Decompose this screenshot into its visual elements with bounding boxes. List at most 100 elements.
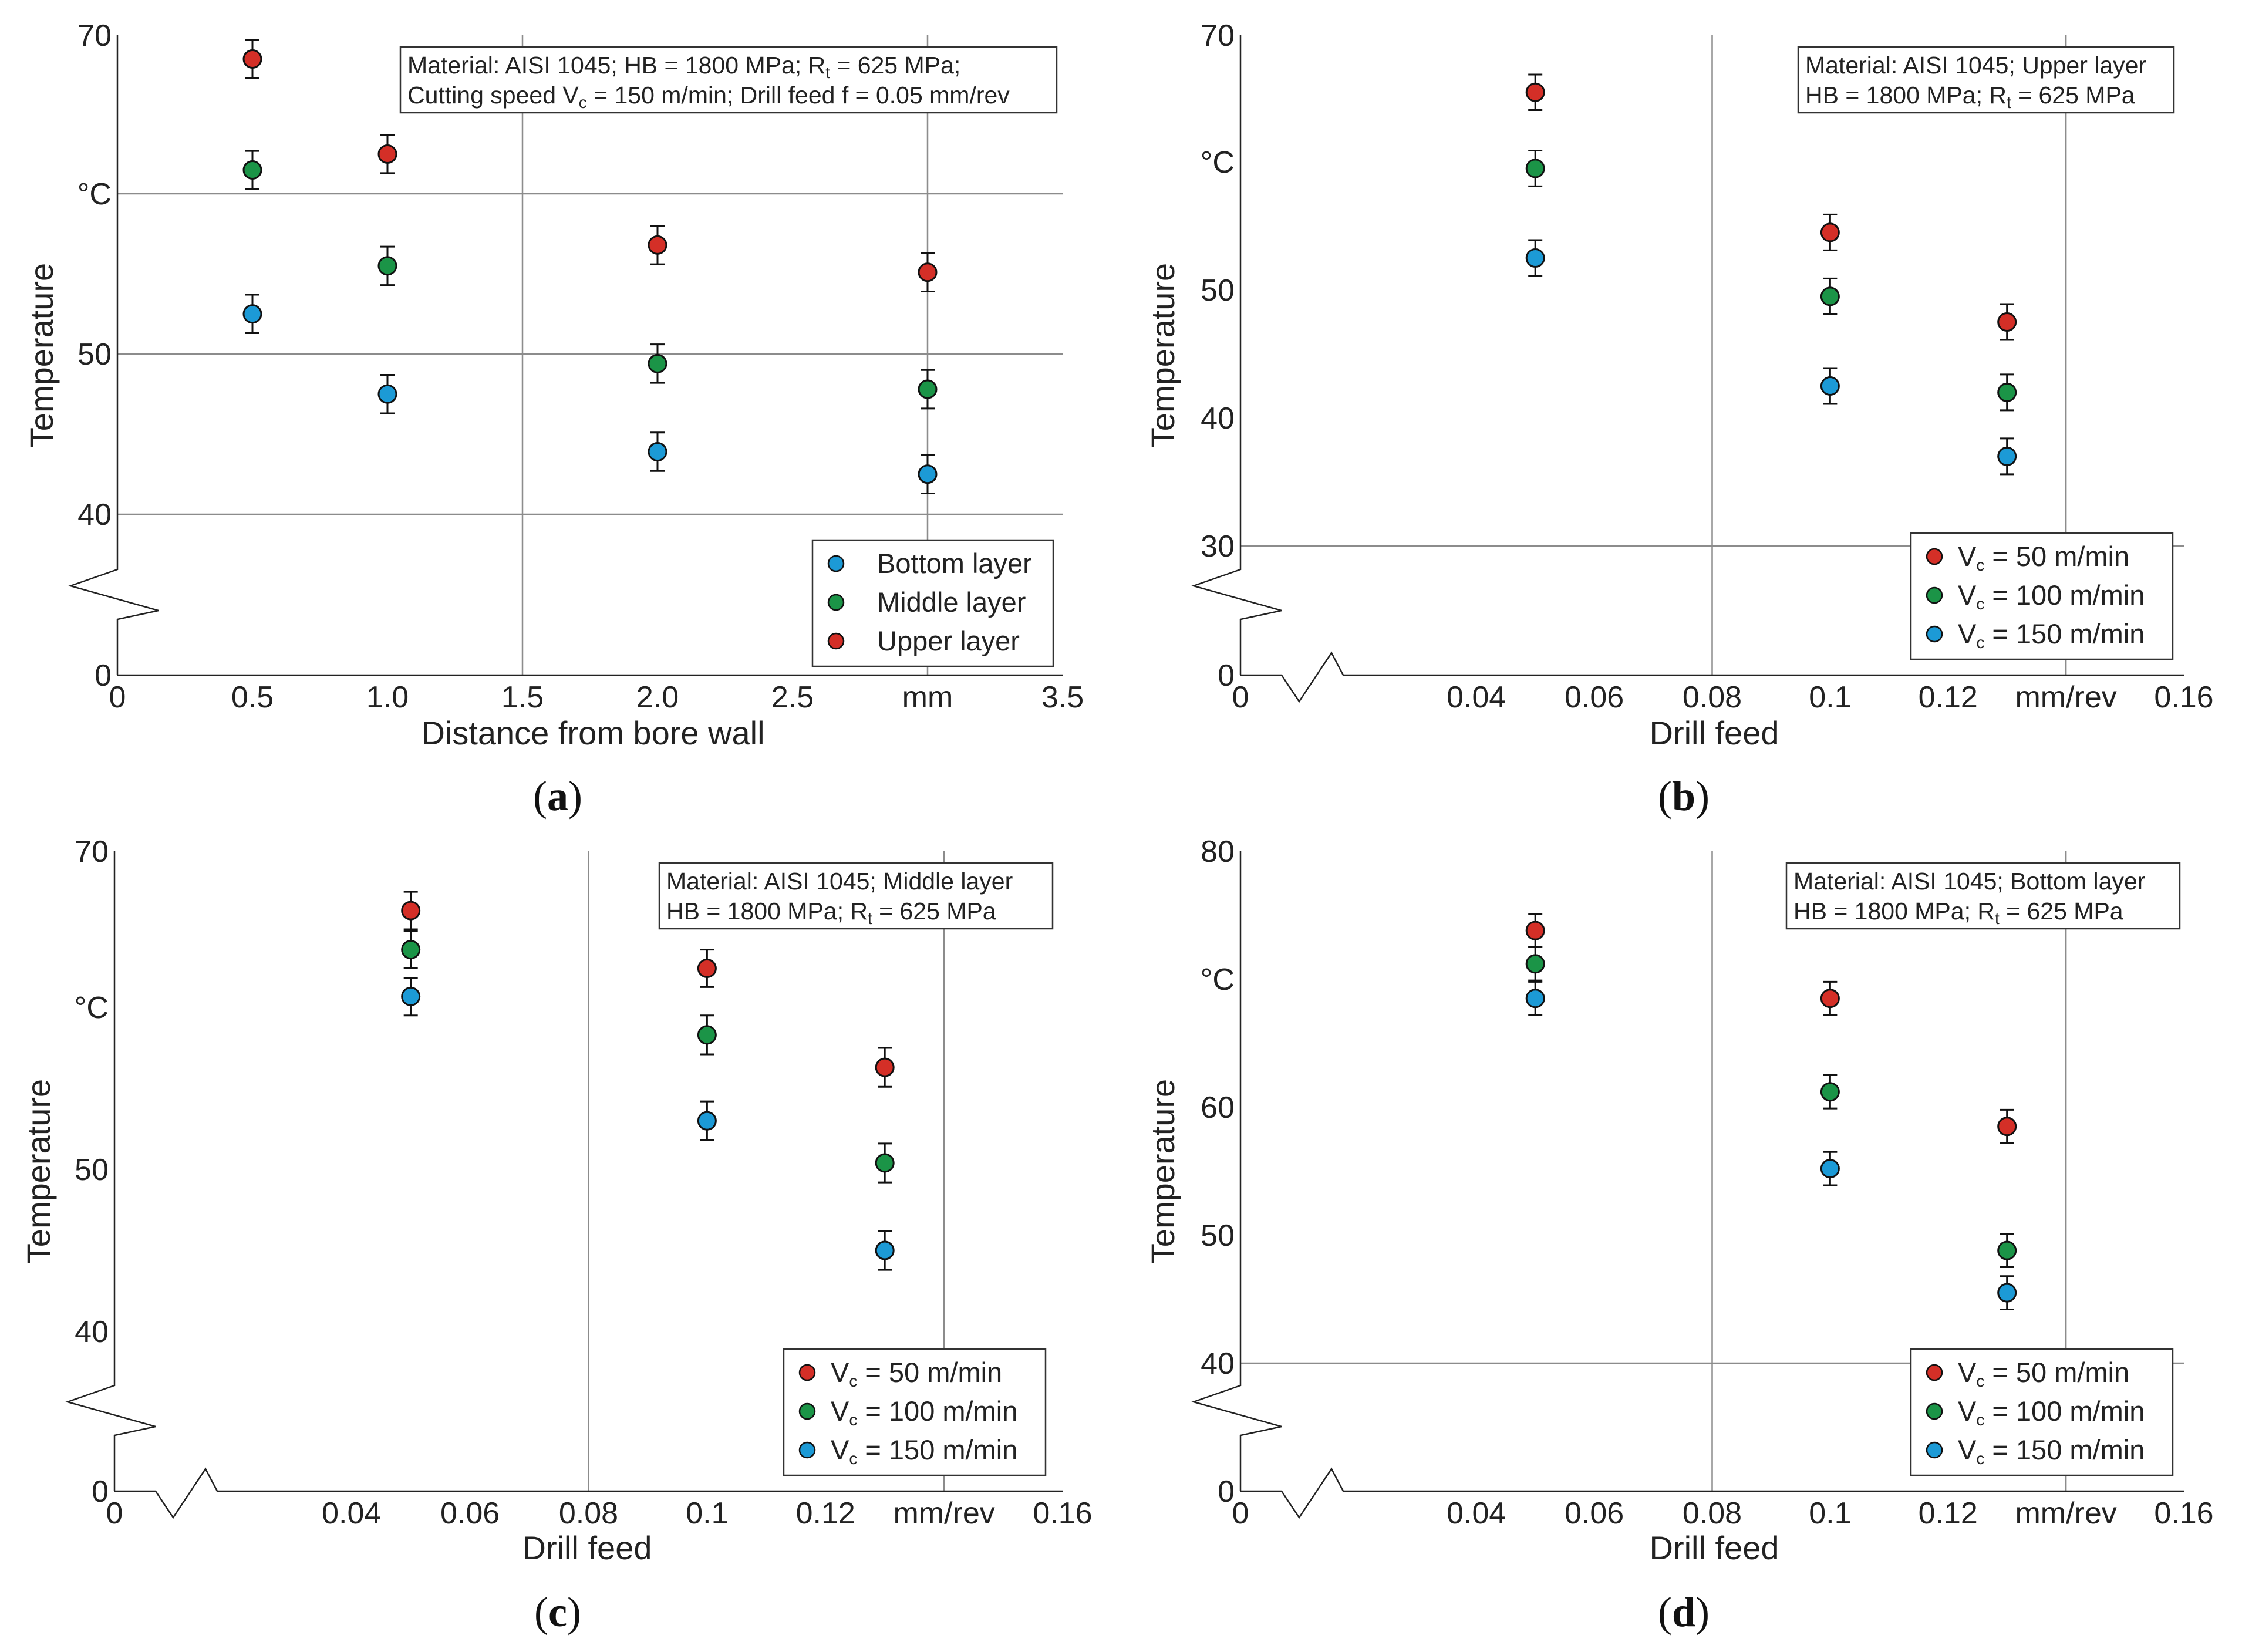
x-axis-line (1240, 651, 2184, 703)
legend-label: Bottom layer (877, 548, 1032, 579)
x-tick-label: 1.0 (366, 680, 409, 714)
legend-label: Vc = 50 m/min (1958, 1357, 2129, 1390)
y-axis-label: Temperature (1144, 1079, 1181, 1263)
annotation-text: = 625 MPa (872, 898, 996, 925)
data-point (242, 160, 262, 180)
y-axis-label: Temperature (20, 1079, 57, 1263)
legend-text: V (831, 1434, 849, 1465)
legend-marker (827, 594, 845, 611)
y-tick-label: 30 (1201, 530, 1235, 564)
y-tick-label: 70 (77, 19, 112, 53)
legend-text: = 50 m/min (857, 1357, 1002, 1388)
legend-label: Vc = 50 m/min (831, 1357, 1002, 1390)
chart-panel-b: 0 0.04 0.06 0.08 0.1 0.12 mm/rev 0.16 0 30 40 50 °C 7… (1144, 19, 2214, 820)
data-point (1997, 446, 2017, 466)
annotation-subscript: t (1995, 909, 2000, 928)
annotation-line-1: Material: AISI 1045; HB = 1800 MPa; Rt =… (407, 52, 960, 82)
legend-label: Vc = 100 m/min (1958, 1395, 2145, 1429)
panel-label: (b) (1658, 773, 1710, 820)
data-point (918, 379, 938, 399)
data-point (697, 1025, 717, 1045)
legend-text: = 100 m/min (1984, 579, 2145, 611)
annotation-text: = 625 MPa; (830, 52, 960, 79)
legend-text: V (1958, 1395, 1977, 1427)
panel-label-paren: ( (1658, 1589, 1672, 1636)
data-point (648, 442, 667, 462)
y-tick-label: 50 (1201, 1219, 1235, 1253)
panel-label-paren: ( (533, 773, 547, 820)
y-tick-label: 0 (1218, 659, 1235, 693)
x-tick-label: 0.06 (1565, 680, 1624, 714)
x-tick-label: 0.16 (2154, 680, 2213, 714)
annotation-box (399, 46, 1058, 114)
annotation-line-2: Cutting speed Vc = 150 m/min; Drill feed… (407, 82, 1010, 112)
data-point (1820, 286, 1840, 306)
annotation-subscript: c (579, 93, 587, 112)
y-tick-label: °C (1201, 146, 1235, 180)
data-point (377, 144, 397, 164)
x-axis-label: Drill feed (522, 1529, 652, 1566)
legend-text: = 50 m/min (1984, 1357, 2129, 1388)
panel-label-letter: c (548, 1589, 567, 1636)
x-tick-label: mm/rev (2015, 680, 2116, 714)
y-tick-label: 0 (1218, 1475, 1235, 1509)
y-axis-label: Temperature (1144, 263, 1181, 447)
legend-box (1910, 532, 2174, 660)
panel-label: (d) (1658, 1589, 1710, 1636)
annotation-box (658, 862, 1054, 930)
legend-text: = 150 m/min (1984, 1434, 2145, 1465)
x-tick-label: 0.16 (1033, 1496, 1092, 1530)
y-axis-line (68, 35, 159, 675)
y-tick-label: 0 (95, 659, 112, 693)
x-axis-label: Drill feed (1650, 714, 1779, 751)
legend-text: = 150 m/min (1984, 618, 2145, 649)
x-tick-label: 0.12 (1919, 1496, 1978, 1530)
x-axis-line (114, 1467, 1063, 1519)
annotation-line-1: Material: AISI 1045; Middle layer (666, 868, 1013, 895)
x-tick-label: 0 (109, 680, 126, 714)
y-axis-line (1191, 35, 1282, 675)
legend-text: = 50 m/min (1984, 541, 2129, 572)
data-point (401, 940, 421, 960)
annotation-subscript: t (2007, 93, 2011, 112)
x-axis-line (1240, 1467, 2184, 1519)
y-axis-line (65, 851, 156, 1491)
panel-label-paren: ) (567, 1589, 581, 1636)
data-point (875, 1057, 895, 1077)
data-point (1820, 989, 1840, 1009)
legend-subscript: c (1976, 556, 1984, 574)
y-tick-label: 50 (1201, 274, 1235, 308)
data-point (1820, 376, 1840, 396)
annotation-box (1797, 46, 2175, 114)
x-tick-label: 0.5 (231, 680, 274, 714)
legend-marker (1926, 625, 1943, 643)
legend-subscript: c (1976, 1449, 1984, 1468)
panel-label-letter: b (1672, 773, 1695, 820)
legend-text: V (831, 1395, 849, 1427)
annotation-line-1: Material: AISI 1045; Bottom layer (1793, 868, 2145, 895)
x-tick-label: 0 (106, 1496, 123, 1530)
data-point (648, 235, 667, 255)
data-point (1820, 1159, 1840, 1179)
x-tick-label: mm/rev (2015, 1496, 2116, 1530)
legend-label: Middle layer (877, 586, 1026, 618)
data-point (918, 262, 938, 282)
annotation-line-2: HB = 1800 MPa; Rt = 625 MPa (1805, 82, 2135, 112)
x-tick-label: 0.1 (1809, 1496, 1851, 1530)
x-tick-label: 2.5 (771, 680, 814, 714)
annotation-line-1: Material: AISI 1045; Upper layer (1805, 52, 2146, 79)
legend-marker (1926, 548, 1943, 565)
panel-label-letter: a (547, 773, 568, 820)
legend-text: = 100 m/min (857, 1395, 1017, 1427)
legend-box (1910, 1348, 2174, 1476)
x-tick-label: 2.0 (636, 680, 679, 714)
legend-subscript: c (849, 1449, 857, 1468)
legend-text: V (1958, 1357, 1977, 1388)
x-tick-label: 1.5 (501, 680, 544, 714)
x-tick-label: mm (902, 680, 953, 714)
legend-label: Upper layer (877, 625, 1020, 656)
y-tick-label: 0 (92, 1475, 109, 1509)
panel-label-paren: ) (568, 773, 582, 820)
legend-marker (798, 1402, 816, 1420)
y-tick-label: 70 (1201, 19, 1235, 53)
